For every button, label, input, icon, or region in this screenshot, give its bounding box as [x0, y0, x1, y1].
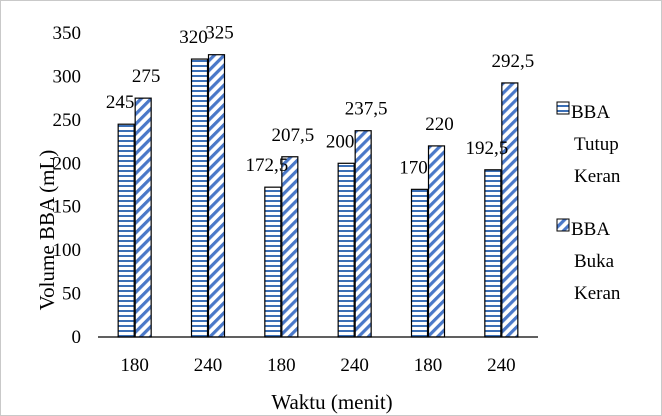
y-tick-label: 150	[53, 197, 82, 218]
bar-tutup	[337, 162, 355, 338]
data-label: 320	[179, 27, 208, 48]
y-tick-label: 300	[53, 66, 82, 87]
bar-tutup	[264, 186, 282, 338]
y-axis-title: Volume BBA (mL)	[35, 150, 59, 311]
bars	[117, 54, 519, 338]
x-tick-label: 180	[267, 355, 296, 376]
data-label: 245	[106, 92, 135, 113]
data-label: 275	[132, 66, 161, 87]
legend-label: Tutup	[574, 134, 619, 155]
x-tick-label: 240	[340, 355, 369, 376]
x-tick-label: 240	[487, 355, 516, 376]
bar-buka	[134, 97, 152, 338]
y-tick-label: 350	[53, 23, 82, 44]
y-tick-label: 200	[53, 153, 82, 174]
data-label: 192,5	[465, 138, 508, 159]
data-label: 172,5	[245, 155, 288, 176]
legend: BBA Tutup Keran BBA Buka Keran	[556, 101, 621, 304]
y-tick-label: 100	[53, 240, 82, 261]
x-axis-title: Waktu (menit)	[271, 390, 392, 414]
data-label: 170	[399, 157, 428, 178]
bar-buka	[501, 82, 519, 338]
bar-tutup	[484, 169, 502, 338]
x-tick-label: 180	[414, 355, 443, 376]
legend-swatch	[556, 218, 570, 232]
data-label: 207,5	[271, 125, 314, 146]
legend-label: Keran	[574, 166, 621, 187]
legend-label: Keran	[574, 283, 621, 304]
legend-label: Buka	[574, 251, 615, 272]
data-label: 200	[326, 131, 355, 152]
y-tick-label: 250	[53, 110, 82, 131]
y-tick-label: 0	[72, 327, 82, 348]
x-axis-ticks: 180 240 180 240 180 240	[120, 355, 515, 376]
legend-label: BBA	[571, 219, 610, 240]
bar-tutup	[190, 58, 209, 338]
data-label: 237,5	[345, 99, 388, 120]
y-axis-ticks: 0 50 100 150 200 250 300 350	[53, 23, 82, 348]
x-tick-label: 240	[194, 355, 223, 376]
x-tick-label: 180	[120, 355, 149, 376]
y-tick-label: 50	[62, 284, 81, 305]
legend-label: BBA	[571, 102, 610, 123]
bar-buka	[207, 54, 226, 338]
bar-buka	[427, 145, 446, 338]
bar-buka	[281, 156, 299, 338]
bar-tutup	[410, 188, 429, 338]
data-label: 325	[205, 23, 234, 44]
bar-buka	[354, 130, 372, 338]
data-label: 220	[425, 114, 454, 135]
legend-swatch	[556, 101, 570, 115]
data-label: 292,5	[491, 51, 534, 72]
bar-tutup	[117, 123, 135, 338]
